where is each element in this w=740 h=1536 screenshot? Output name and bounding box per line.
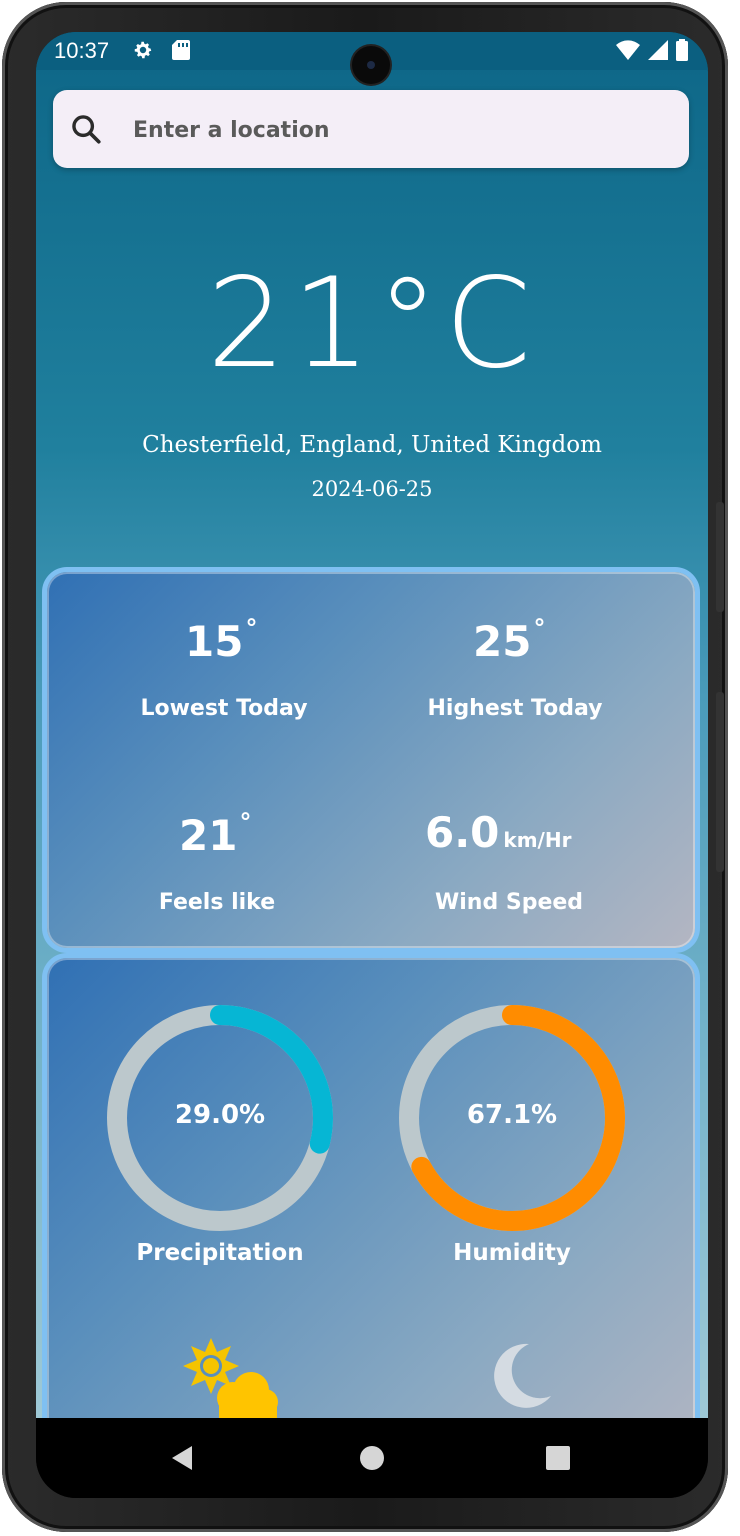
highest-temp-label: Highest Today (427, 696, 603, 721)
home-icon[interactable] (356, 1442, 388, 1474)
search-icon[interactable] (69, 112, 103, 146)
recents-icon[interactable] (542, 1442, 574, 1474)
wifi-icon (616, 40, 640, 60)
wind-speed-label: Wind Speed (434, 890, 584, 915)
moon-icon (494, 1343, 551, 1408)
feels-like-label: Feels like (158, 890, 276, 915)
lowest-temp-value: 15° (185, 614, 258, 666)
battery-icon (676, 39, 688, 61)
gauges-card: 29.0% Precipitation 67.1% Humidity (47, 958, 695, 1478)
humidity-gauge: 67.1% (392, 998, 632, 1238)
signal-icon (648, 40, 668, 60)
stats-card: 15° Lowest Today 25° Highest Today 21° F… (47, 572, 695, 948)
precipitation-gauge: 29.0% (100, 998, 340, 1238)
humidity-value: 67.1% (466, 1100, 558, 1130)
precipitation-value: 29.0% (174, 1100, 266, 1130)
back-icon[interactable] (166, 1442, 198, 1474)
phone-frame: 10:37 (2, 2, 728, 1532)
precipitation-label: Precipitation (136, 1240, 304, 1266)
power-button (716, 692, 724, 872)
volume-button (716, 502, 724, 612)
lowest-temp-label: Lowest Today (140, 696, 308, 721)
search-bar[interactable] (53, 90, 689, 168)
wind-speed-value: 6.0 km/Hr (425, 808, 572, 857)
status-time: 10:37 (54, 38, 110, 63)
search-input[interactable] (131, 108, 655, 152)
current-temperature: 21°C (206, 252, 538, 396)
highest-temp-value: 25° (473, 614, 546, 666)
sd-card-icon (172, 40, 190, 60)
precipitation-arc (107, 1005, 333, 1231)
current-date: 2024-06-25 (311, 477, 433, 501)
navigation-bar (36, 1418, 708, 1498)
screen: 10:37 (36, 32, 708, 1498)
gear-icon (134, 41, 152, 59)
humidity-arc (399, 1005, 625, 1231)
sun-cloud-icon (183, 1338, 278, 1418)
weather-app: 10:37 (36, 32, 708, 1478)
front-camera (352, 46, 390, 84)
location-name: Chesterfield, England, United Kingdom (142, 432, 602, 458)
feels-like-value: 21° (179, 808, 252, 860)
humidity-label: Humidity (453, 1240, 571, 1266)
